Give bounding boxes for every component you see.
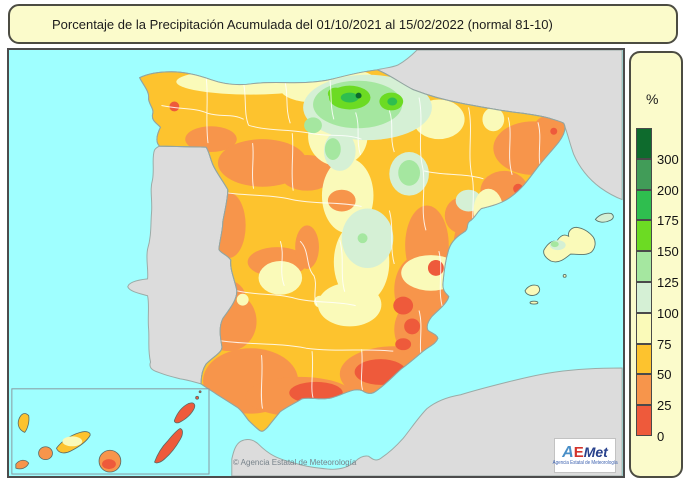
el-hierro-island [15, 459, 30, 470]
lanzarote-island [173, 402, 196, 424]
la-gomera-island [38, 446, 53, 461]
legend-panel: % 300 200 175 150 125 100 75 50 25 0 [629, 51, 683, 478]
legend-entry: 150 [636, 220, 681, 259]
fuerteventura-island [154, 428, 183, 464]
legend-value: 125 [657, 274, 679, 290]
legend-value: 300 [657, 151, 679, 167]
legend-entry: 175 [636, 189, 681, 228]
legend-entry: 125 [636, 251, 681, 290]
other-land [127, 50, 623, 476]
cabrera-island [562, 273, 567, 278]
legend-unit-label: % [646, 91, 659, 107]
title-bar: Porcentaje de la Precipitación Acumulada… [8, 4, 678, 44]
legend-value: 175 [657, 213, 679, 229]
aemet-subtitle: Agencia Estatal de Meteorología [552, 460, 618, 466]
legend-swatch [636, 374, 652, 406]
map-area: © Agencia Estatal de Meteorología AEMet … [7, 48, 625, 478]
legend-entry: 300 [636, 128, 681, 167]
legend-value: 0 [657, 428, 665, 444]
legend-entry: 100 [636, 281, 681, 321]
ibiza-island [524, 284, 541, 296]
precipitation-map [9, 50, 623, 476]
aemet-wordmark: AEMet [562, 444, 608, 461]
legend-entry: 0 [636, 405, 681, 444]
legend-value: 50 [657, 367, 672, 383]
copyright-text: © Agencia Estatal de Meteorología [233, 458, 357, 467]
legend-entry: 50 [636, 343, 681, 382]
la-palma-island [17, 413, 30, 433]
balearic-islands [524, 212, 614, 305]
legend-swatch [636, 343, 652, 375]
legend-swatch [636, 158, 652, 190]
legend-swatch [636, 220, 652, 252]
legend-swatch [636, 189, 652, 221]
spain-coastline [138, 69, 566, 432]
legend-entry: 25 [636, 374, 681, 413]
legend-value: 25 [657, 398, 672, 414]
mallorca-island [543, 226, 596, 263]
legend-bar: 300 200 175 150 125 100 75 50 25 0 [636, 128, 681, 444]
legend-swatch [636, 251, 652, 282]
menorca-island [594, 212, 614, 223]
canary-inset [11, 388, 210, 475]
legend-swatch [636, 281, 652, 313]
legend-swatch [636, 405, 652, 436]
legend-value: 100 [657, 305, 679, 321]
legend-entry: 200 [636, 158, 681, 198]
page-title: Porcentaje de la Precipitación Acumulada… [52, 16, 553, 32]
aemet-logo: AEMet Agencia Estatal de Meteorología [552, 438, 618, 473]
legend-value: 200 [657, 182, 679, 198]
legend-swatch [636, 312, 652, 344]
africa-land [231, 367, 623, 476]
legend-value: 75 [657, 336, 672, 352]
formentera-island [529, 300, 539, 305]
legend-value: 150 [657, 244, 679, 260]
legend-swatch [636, 128, 652, 159]
legend-entry: 75 [636, 312, 681, 352]
province-borders [161, 76, 543, 409]
